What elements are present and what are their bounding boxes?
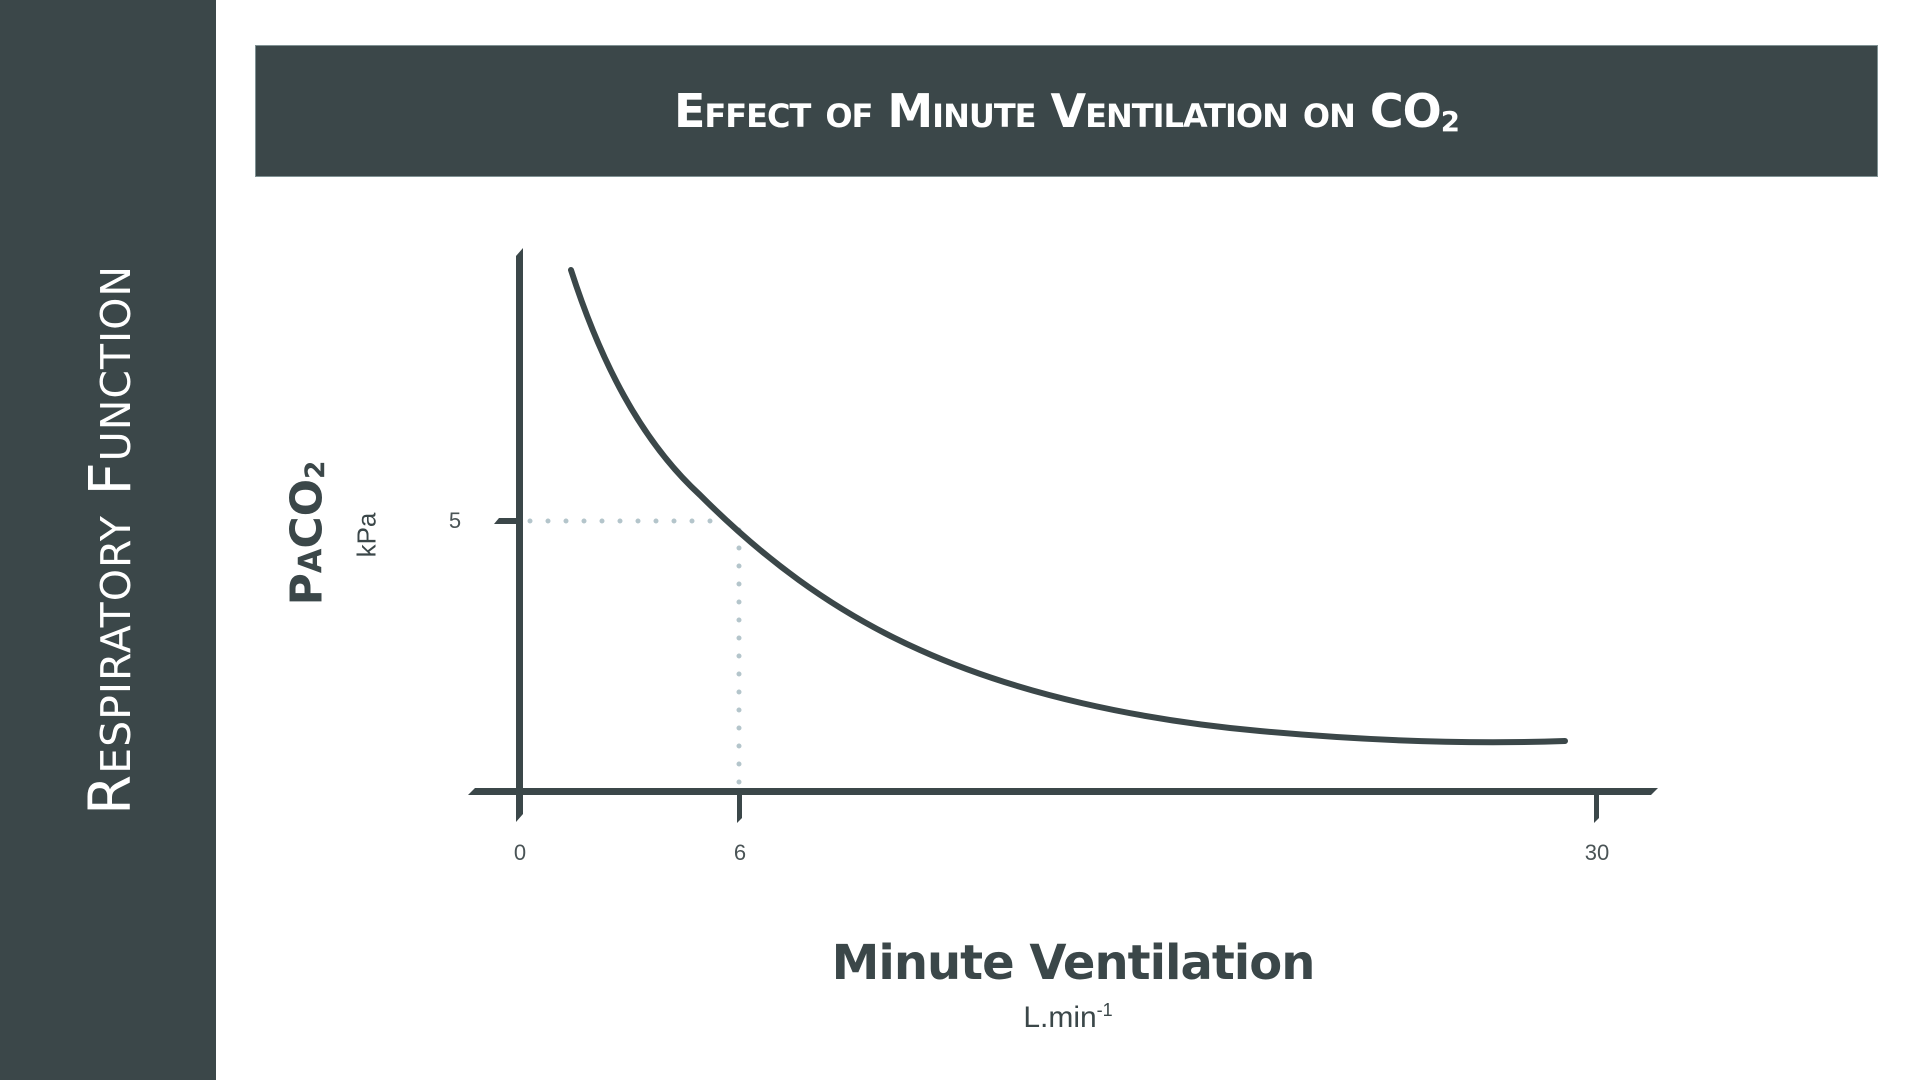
y-axis-label: PACO2 xyxy=(282,461,333,606)
y-label-subscript: 2 xyxy=(300,460,332,479)
x-unit-superscript: -1 xyxy=(1096,1000,1113,1020)
chart-title-subscript: 2 xyxy=(1440,105,1460,139)
x-tick-label-0: 0 xyxy=(513,840,527,865)
y-label-p: P xyxy=(281,573,333,606)
x-tick-label-6: 6 xyxy=(733,840,747,865)
chart-title: Effect of Minute Ventilation on CO2 xyxy=(673,83,1460,139)
y-axis xyxy=(516,248,523,822)
y-label-co: CO xyxy=(281,478,333,549)
chart-title-text: Effect of Minute Ventilation on CO xyxy=(673,83,1442,138)
x-axis xyxy=(468,788,1658,795)
y-tick-5 xyxy=(494,518,518,524)
paco2-curve xyxy=(568,267,1568,746)
guide-lines xyxy=(527,518,742,789)
y-label-a: A xyxy=(293,548,330,574)
x-tick-6 xyxy=(737,794,742,823)
y-tick-label-5: 5 xyxy=(448,508,462,533)
chart-title-banner: Effect of Minute Ventilation on CO2 xyxy=(255,45,1878,177)
y-axis-unit: kPa xyxy=(351,512,382,558)
x-unit-text: L.min xyxy=(1023,1001,1097,1034)
x-axis-unit: L.min-1 xyxy=(1023,1000,1112,1035)
x-axis-label: Minute Ventilation xyxy=(831,935,1316,991)
x-tick-30 xyxy=(1594,794,1599,823)
x-tick-label-30: 30 xyxy=(1584,840,1610,865)
sidebar: Respiratory Function xyxy=(0,0,216,1080)
